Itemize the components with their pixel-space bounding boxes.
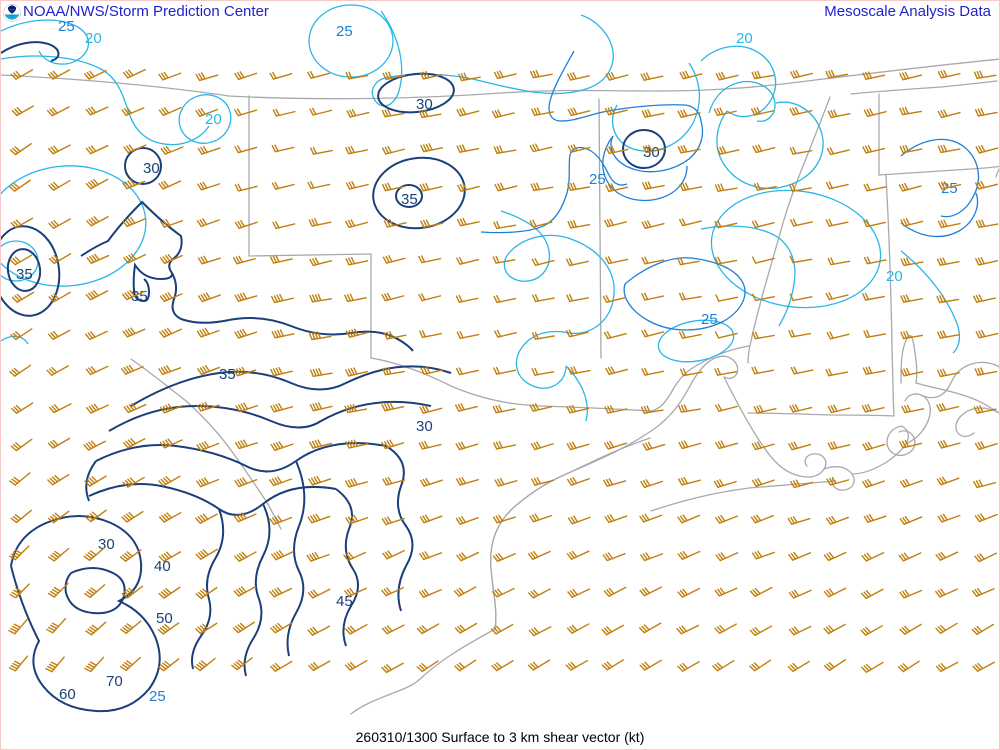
svg-text:35: 35 <box>16 266 33 283</box>
svg-text:35: 35 <box>219 366 236 383</box>
svg-text:20: 20 <box>886 268 903 285</box>
svg-text:25: 25 <box>701 311 718 328</box>
svg-text:60: 60 <box>59 686 76 703</box>
svg-text:70: 70 <box>106 673 123 690</box>
svg-text:20: 20 <box>85 30 102 47</box>
svg-text:25: 25 <box>336 23 353 40</box>
svg-text:35: 35 <box>401 191 418 208</box>
svg-text:25: 25 <box>589 171 606 188</box>
svg-text:30: 30 <box>416 418 433 435</box>
svg-text:30: 30 <box>143 160 160 177</box>
svg-text:50: 50 <box>156 610 173 627</box>
svg-text:25: 25 <box>149 688 166 705</box>
svg-text:20: 20 <box>736 30 753 47</box>
svg-text:25: 25 <box>58 18 75 35</box>
